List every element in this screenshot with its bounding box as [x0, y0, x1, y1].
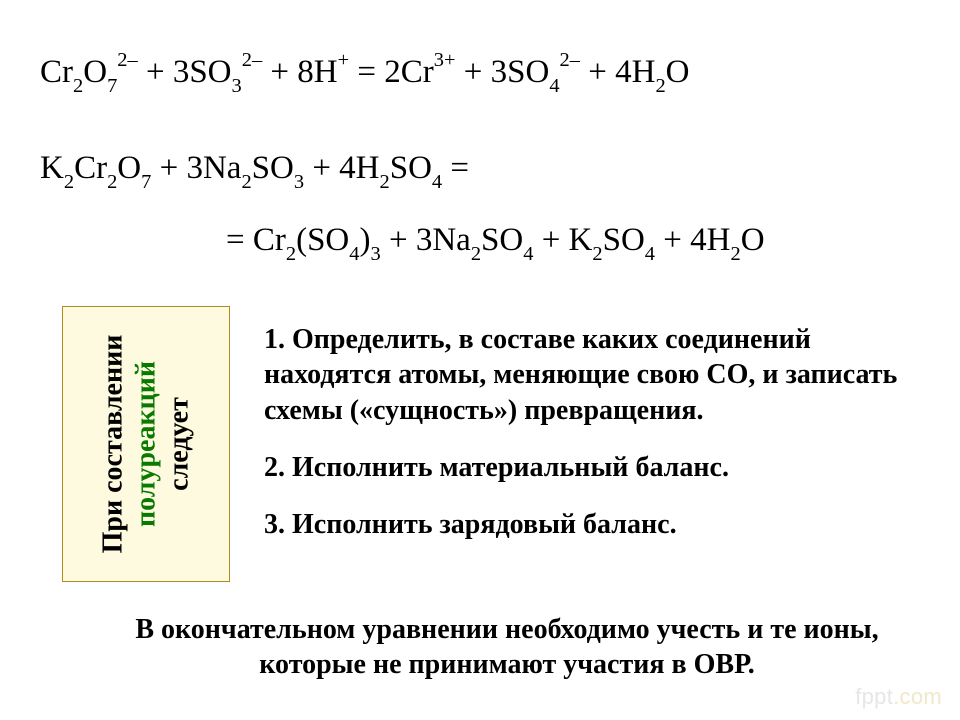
step-3: 3. Исполнить зарядовый баланс.	[264, 507, 904, 542]
side-line-3: следует	[164, 397, 195, 491]
steps-list: 1. Определить, в составе каких соединени…	[264, 322, 904, 564]
molecular-equation-rhs: = Cr2(SO4)3 + 3Na2SO4 + K2SO4 + 4H2O	[226, 224, 765, 257]
watermark-prefix: fppt	[855, 684, 893, 709]
final-note: В окончательном уравнении необходимо уче…	[108, 612, 906, 683]
watermark-domain: .com	[893, 684, 942, 709]
watermark: fppt.com	[855, 684, 942, 710]
step-2: 2. Исполнить материальный баланс.	[264, 450, 904, 485]
ionic-equation: Cr2O72– + 3SO32– + 8H+ = 2Cr3+ + 3SO42– …	[40, 56, 690, 89]
side-note-text: При составлении полуреакций следует	[96, 335, 195, 554]
side-line-1: При составлении	[97, 335, 128, 554]
side-note-box: При составлении полуреакций следует	[62, 306, 230, 582]
slide: Cr2O72– + 3SO32– + 8H+ = 2Cr3+ + 3SO42– …	[0, 0, 960, 720]
side-line-2: полуреакций	[130, 361, 161, 527]
molecular-equation-lhs: K2Cr2O7 + 3Na2SO3 + 4H2SO4 =	[40, 152, 469, 185]
step-1: 1. Определить, в составе каких соединени…	[264, 322, 904, 428]
